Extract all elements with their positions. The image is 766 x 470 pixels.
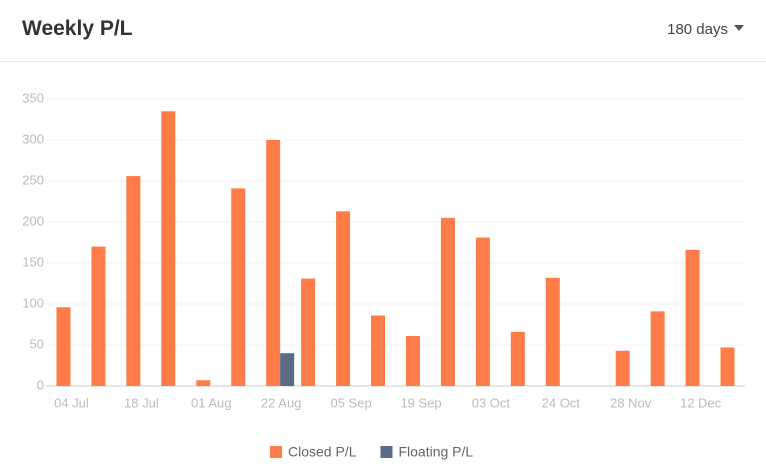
bar bbox=[91, 246, 106, 386]
y-tick-label: 100 bbox=[22, 295, 44, 310]
bar bbox=[161, 111, 176, 387]
bar bbox=[650, 311, 665, 386]
header: Weekly P/L 180 days bbox=[0, 0, 766, 62]
y-tick-label: 200 bbox=[22, 213, 44, 228]
x-tick-label: 12 Dec bbox=[680, 395, 722, 410]
x-tick-label: 05 Sep bbox=[330, 395, 371, 410]
x-tick-label: 18 Jul bbox=[124, 395, 159, 410]
x-tick-label: 03 Oct bbox=[472, 395, 511, 410]
bar bbox=[56, 307, 71, 386]
bar bbox=[371, 315, 386, 386]
y-tick-label: 150 bbox=[22, 254, 44, 269]
y-tick-label: 50 bbox=[30, 336, 44, 351]
legend-swatch bbox=[270, 446, 282, 458]
card-title: Weekly P/L bbox=[22, 17, 133, 40]
range-label[interactable]: 180 days bbox=[667, 21, 728, 38]
range-dropdown[interactable]: 180 days bbox=[667, 21, 744, 38]
x-tick-label: 04 Jul bbox=[54, 395, 89, 410]
legend-swatch bbox=[380, 446, 393, 458]
bar bbox=[336, 211, 351, 386]
y-tick-label: 0 bbox=[37, 377, 44, 392]
bar bbox=[126, 176, 141, 386]
bar bbox=[266, 140, 281, 386]
bar bbox=[720, 347, 735, 386]
bar bbox=[685, 249, 700, 386]
bar bbox=[545, 277, 560, 386]
bar bbox=[196, 380, 211, 386]
bar bbox=[405, 335, 420, 386]
y-tick-label: 350 bbox=[22, 90, 44, 105]
bar bbox=[280, 353, 295, 386]
x-tick-label: 19 Sep bbox=[400, 395, 441, 410]
chart: 0 50 100 150 200 250 300 350 04 Jul 18 Jul 01 Aug 2… bbox=[22, 90, 745, 460]
bar bbox=[440, 217, 455, 386]
x-tick-label: 01 Aug bbox=[191, 395, 232, 410]
x-tick-label: 28 Nov bbox=[610, 395, 652, 410]
x-tick-label: 22 Aug bbox=[261, 395, 302, 410]
bar bbox=[301, 278, 316, 386]
caret-icon[interactable] bbox=[734, 25, 744, 32]
x-tick-label: 24 Oct bbox=[542, 395, 581, 410]
bar bbox=[475, 237, 490, 386]
y-tick-label: 250 bbox=[22, 172, 44, 187]
y-tick-label: 300 bbox=[22, 131, 44, 146]
legend-label: Closed P/L bbox=[288, 444, 357, 460]
bar bbox=[615, 350, 630, 386]
bar bbox=[231, 188, 246, 386]
bar bbox=[510, 331, 525, 386]
legend-label: Floating P/L bbox=[398, 444, 473, 460]
